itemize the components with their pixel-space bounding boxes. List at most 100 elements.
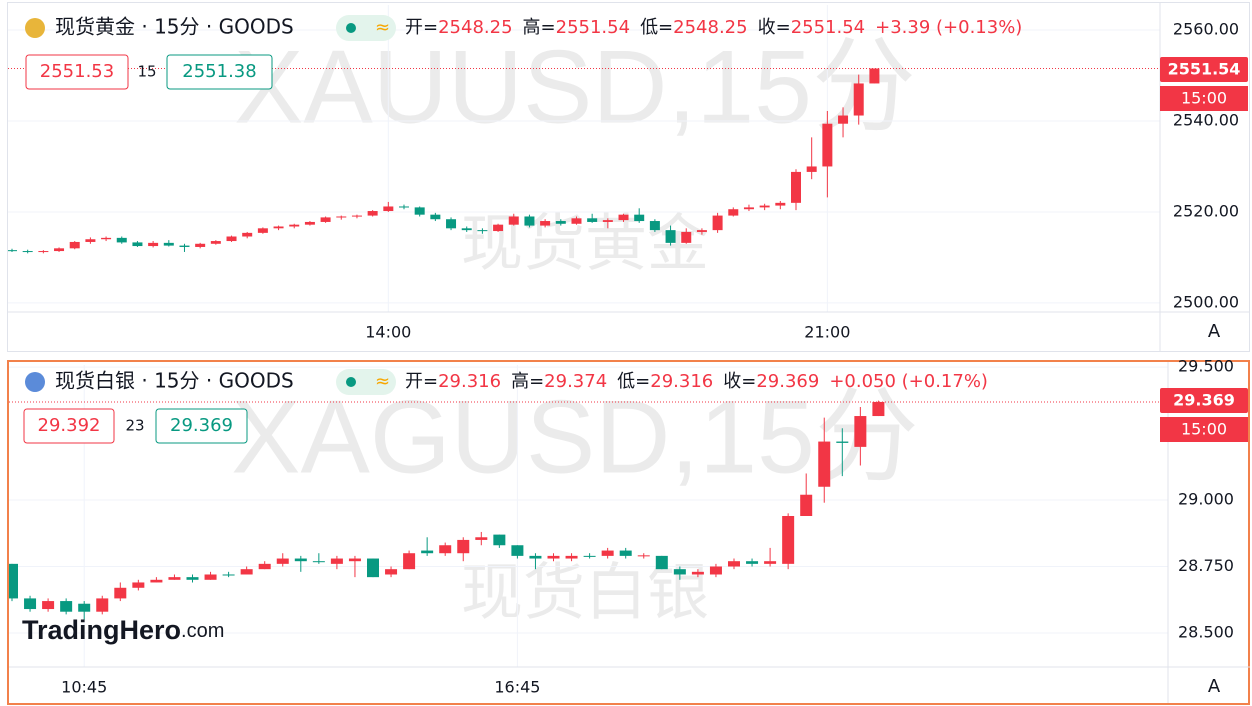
y-tick-label: 2560.00 — [1173, 20, 1239, 39]
y-tick-label: 29.000 — [1178, 490, 1234, 509]
candle-body — [78, 603, 91, 612]
status-pill — [336, 369, 396, 395]
symbol-title: 现货黄金 · 15分 · GOODS — [55, 15, 294, 39]
candle-body — [457, 539, 470, 554]
ask-box[interactable] — [155, 408, 248, 444]
y-tick-label: 2540.00 — [1173, 110, 1239, 129]
candle-body — [583, 555, 596, 557]
candle-body — [351, 215, 362, 217]
candle-body — [114, 587, 127, 599]
legend-o: 29.316 — [438, 371, 501, 392]
candle-body — [383, 206, 394, 212]
candle-body — [791, 171, 801, 203]
gold-panel-border — [7, 2, 1250, 352]
candle-body — [728, 209, 739, 216]
symbol-icon — [25, 372, 45, 392]
candle-body — [655, 555, 668, 570]
candle-body — [571, 218, 582, 224]
legend-c: 2551.54 — [791, 17, 865, 38]
candle-body — [69, 241, 80, 249]
candle-body — [242, 232, 253, 237]
legend-l: 29.316 — [650, 371, 713, 392]
candle-body — [764, 561, 777, 564]
candle-body — [148, 242, 159, 247]
candle-body — [258, 563, 271, 570]
candle-body — [210, 241, 221, 244]
candle-body — [195, 243, 206, 247]
candle-body — [132, 582, 145, 588]
candle-body — [743, 207, 754, 210]
legend-h-label: 高= — [523, 17, 556, 38]
price-tag: 29.369 — [1173, 391, 1235, 410]
y-tick-label: 2520.00 — [1173, 201, 1239, 220]
bid-price[interactable]: 29.392 — [38, 415, 101, 436]
candle-body — [9, 563, 18, 599]
candle-body — [8, 250, 17, 252]
ask-price[interactable]: 2551.38 — [182, 61, 256, 82]
candle-body — [665, 230, 676, 243]
candle-body — [775, 202, 786, 206]
watermark: XAUUSD,15分 — [234, 29, 916, 145]
y-tick-label: 2500.00 — [1173, 292, 1239, 311]
time-tag: 15:00 — [1181, 89, 1227, 108]
candle-body — [800, 494, 813, 516]
ask-price[interactable]: 29.369 — [170, 415, 233, 436]
candle-body — [439, 545, 452, 554]
legend-change: +3.39 (+0.13%) — [875, 17, 1022, 38]
candle-body — [475, 537, 488, 540]
candle-body — [240, 569, 253, 575]
candle-body — [806, 166, 817, 172]
candle-body — [276, 558, 289, 564]
candle-body — [673, 569, 686, 575]
ask-box[interactable] — [166, 54, 273, 90]
price-tag: 2551.54 — [1168, 60, 1241, 79]
candle-body — [759, 205, 770, 208]
legend-l-label: 低= — [640, 17, 673, 38]
candle-body — [649, 221, 660, 231]
candle-body — [399, 206, 409, 208]
candle-body — [85, 239, 96, 242]
bid-price[interactable]: 2551.53 — [40, 61, 114, 82]
legend-o: 2548.25 — [438, 17, 512, 38]
candle-body — [330, 558, 343, 564]
candle-body — [869, 68, 880, 84]
candle-body — [186, 577, 199, 580]
candle-body — [637, 555, 650, 557]
candle-body — [54, 248, 65, 252]
candle-body — [872, 401, 885, 417]
candle-body — [336, 216, 347, 218]
candle-body — [696, 230, 707, 232]
bid-box[interactable] — [25, 54, 129, 90]
watermark-name: 现货白银 — [461, 558, 709, 627]
x-tick-label: 16:45 — [494, 678, 540, 697]
status-pill — [336, 15, 396, 41]
candle-body — [150, 579, 163, 583]
candle-body — [587, 218, 598, 222]
status-wave: ≈ — [375, 371, 390, 392]
scale-button[interactable]: A — [1208, 321, 1221, 342]
candle-body — [691, 571, 704, 575]
candle-body — [782, 516, 795, 564]
scale-button[interactable]: A — [1208, 676, 1221, 697]
spread: 23 — [125, 417, 144, 435]
candle-body — [493, 224, 504, 232]
legend-h: 2551.54 — [556, 17, 630, 38]
candle-body — [179, 245, 190, 247]
time-tag-bg — [1160, 86, 1248, 111]
candle-body — [367, 211, 378, 216]
candle-body — [430, 214, 441, 220]
candle-body — [320, 217, 331, 222]
candle-body — [60, 601, 73, 612]
candle-body — [96, 598, 109, 612]
candle-body — [529, 555, 542, 559]
candle-body — [42, 601, 55, 610]
status-dot — [346, 377, 356, 387]
candle-body — [836, 441, 849, 443]
candle-body — [273, 226, 284, 229]
bid-box[interactable] — [23, 408, 115, 444]
candle-body — [116, 237, 127, 243]
price-tag-bg — [1160, 57, 1248, 82]
price-tag-bg — [1160, 388, 1248, 413]
